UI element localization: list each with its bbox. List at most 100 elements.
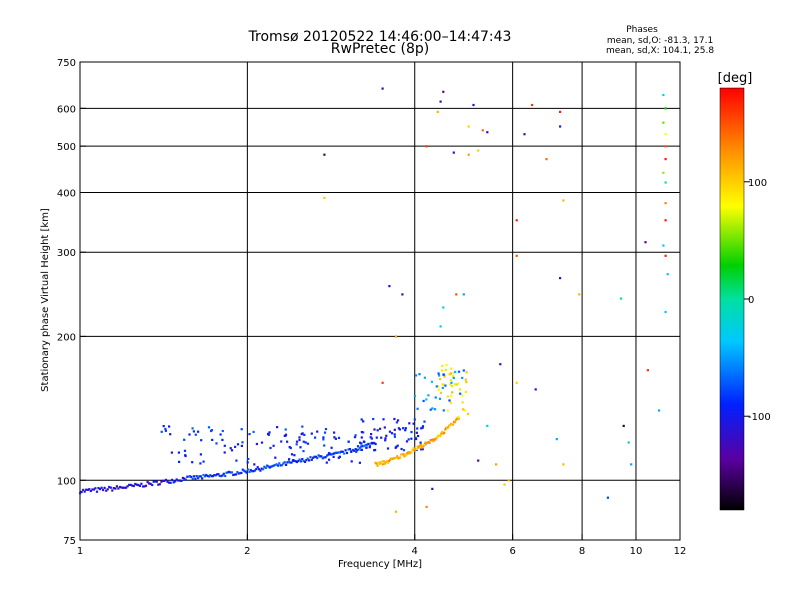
data-point: [187, 475, 190, 478]
data-point: [302, 459, 305, 463]
data-point: [368, 444, 371, 448]
data-point: [161, 479, 164, 482]
data-point: [168, 481, 171, 484]
data-point: [289, 461, 292, 464]
data-point: [172, 481, 175, 484]
data-point: [194, 433, 197, 436]
data-point: [374, 448, 377, 452]
data-point: [324, 428, 328, 431]
data-point: [240, 471, 243, 474]
data-point: [162, 425, 165, 428]
data-point: [195, 475, 198, 478]
data-point: [486, 424, 489, 427]
data-point: [303, 460, 307, 463]
data-point: [149, 482, 152, 485]
data-point: [240, 428, 243, 431]
data-point: [359, 441, 362, 444]
data-point: [274, 463, 277, 467]
data-point: [440, 432, 443, 435]
data-point: [368, 446, 371, 449]
data-point: [253, 469, 257, 472]
data-point: [306, 457, 309, 460]
y-tick-label: 300: [57, 248, 76, 259]
data-point: [467, 412, 470, 415]
data-point: [415, 431, 418, 434]
data-point: [94, 487, 97, 490]
data-point: [423, 420, 426, 423]
data-point: [429, 408, 432, 411]
data-point: [129, 483, 132, 486]
data-point: [247, 457, 250, 461]
data-point: [221, 438, 224, 441]
data-point: [450, 394, 453, 397]
data-point: [523, 133, 526, 136]
data-point: [241, 441, 244, 444]
data-point: [419, 441, 422, 444]
data-point: [455, 383, 458, 386]
data-point: [355, 449, 359, 452]
data-point: [433, 408, 437, 411]
data-point: [301, 425, 304, 428]
data-point: [154, 480, 157, 483]
data-point: [472, 103, 475, 107]
data-point: [280, 440, 283, 443]
x-axis-ticks: 1 2 4 6 8 10 12: [77, 534, 687, 557]
data-point: [355, 450, 358, 453]
data-point: [184, 478, 187, 481]
data-point: [152, 480, 155, 483]
data-point: [290, 453, 294, 456]
data-point: [438, 374, 441, 377]
data-point: [419, 443, 422, 446]
data-point: [439, 435, 442, 438]
data-point: [293, 454, 296, 457]
data-point: [415, 447, 418, 451]
data-point: [191, 477, 194, 481]
data-point: [451, 423, 455, 426]
data-point: [365, 443, 369, 446]
data-point: [343, 452, 346, 455]
data-point: [559, 110, 562, 113]
data-point: [431, 407, 434, 410]
data-point: [221, 474, 224, 477]
x-tick-label: 6: [509, 546, 515, 557]
y-tick-label: 400: [57, 188, 76, 199]
data-point: [435, 437, 438, 440]
data-point: [420, 448, 423, 451]
x-tick-label: 12: [674, 546, 687, 557]
data-point: [666, 273, 669, 276]
data-point: [437, 388, 440, 391]
data-point: [449, 424, 452, 427]
data-point: [404, 429, 407, 432]
data-point: [299, 460, 303, 463]
data-point: [367, 442, 370, 445]
data-point: [255, 468, 258, 471]
data-point: [363, 444, 366, 448]
data-point: [425, 145, 428, 148]
data-point: [464, 390, 467, 393]
data-point: [381, 381, 384, 384]
data-point: [287, 460, 290, 463]
data-point: [380, 460, 383, 463]
data-point: [207, 475, 210, 478]
data-point: [402, 427, 405, 430]
data-point: [431, 487, 434, 490]
data-point: [411, 448, 414, 451]
data-point: [448, 373, 451, 376]
data-point: [213, 474, 216, 477]
data-point: [559, 125, 562, 128]
data-point: [452, 376, 455, 380]
data-point: [298, 438, 301, 442]
data-point: [338, 455, 341, 458]
data-point: [381, 87, 384, 90]
data-point: [515, 381, 518, 384]
data-point: [132, 484, 135, 488]
data-point: [432, 440, 435, 443]
data-point: [664, 219, 667, 222]
data-point: [320, 455, 323, 458]
data-point: [126, 485, 129, 488]
data-point: [453, 421, 457, 424]
data-point: [423, 443, 426, 446]
data-point: [447, 426, 450, 429]
data-point: [271, 465, 274, 468]
